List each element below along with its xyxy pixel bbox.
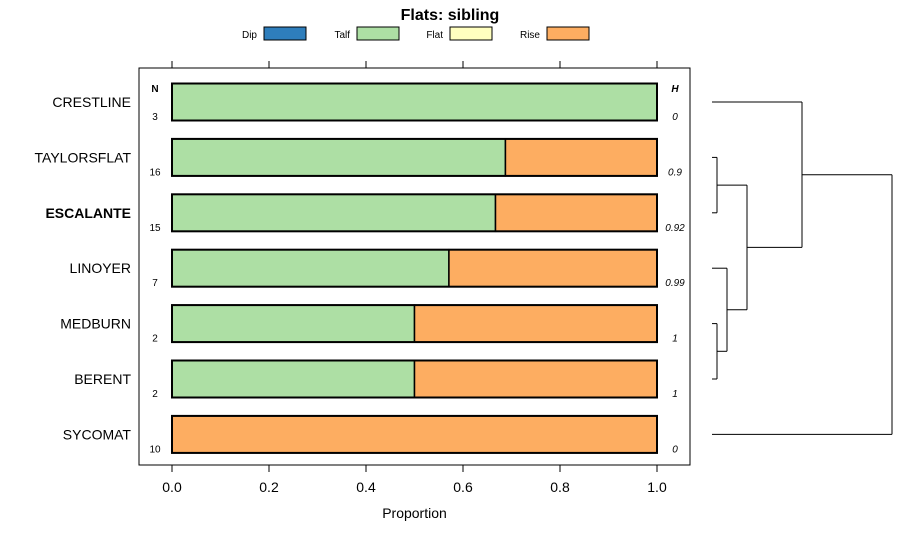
x-axis: 0.0 0.2 0.4 0.6 0.8 1.0 [162, 61, 667, 495]
x-tick-label-1: 0.2 [259, 479, 279, 495]
category-label-crestline: CRESTLINE [52, 94, 131, 110]
h-value-medburn: 1 [672, 334, 678, 345]
bar-outline-linoyer [171, 248, 658, 288]
category-label-sycomat: SYCOMAT [63, 426, 132, 442]
category-label-berent: BERENT [74, 371, 131, 387]
x-tick-label-4: 0.8 [550, 479, 570, 495]
dendrogram [712, 101, 893, 435]
bar-outline-escalante [171, 193, 658, 233]
bar-escalante-rise [494, 193, 658, 233]
x-axis-title: Proportion [382, 505, 447, 521]
n-value-escalante: 15 [149, 223, 161, 234]
bar-medburn-talf [171, 304, 416, 343]
bar-linoyer-rise [448, 248, 658, 288]
bar-escalante-talf [171, 193, 497, 233]
bars-group: CRESTLINE 3 0 TAYLORSFLAT 16 0.9 ESCALANTE 15 0.… [35, 82, 685, 455]
category-label-medburn: MEDBURN [60, 316, 131, 332]
bar-berent-talf [171, 359, 416, 399]
bar-taylorsflat-talf [171, 138, 507, 177]
n-value-berent: 2 [152, 389, 158, 400]
bar-outline-berent [171, 359, 658, 399]
h-value-sycomat: 0 [672, 444, 678, 455]
bar-taylorsflat-rise [504, 138, 658, 177]
legend-swatch-flat [449, 26, 493, 41]
h-column-header: H [671, 84, 679, 95]
legend-label-talf: Talf [334, 30, 350, 41]
chart-title: Flats: sibling [401, 7, 500, 24]
x-tick-label-2: 0.4 [356, 479, 376, 495]
legend: Dip Talf Flat Rise [242, 26, 590, 41]
legend-label-flat: Flat [426, 30, 443, 41]
n-column-header: N [151, 84, 158, 95]
h-value-linoyer: 0.99 [665, 278, 685, 289]
h-value-taylorsflat: 0.9 [668, 167, 682, 178]
h-value-berent: 1 [672, 389, 678, 400]
legend-label-dip: Dip [242, 30, 257, 41]
n-value-linoyer: 7 [152, 278, 158, 289]
bar-linoyer-talf [171, 248, 450, 288]
n-value-taylorsflat: 16 [149, 167, 161, 178]
legend-swatch-rise [546, 26, 590, 41]
legend-swatch-dip [263, 26, 307, 41]
x-tick-label-0: 0.0 [162, 479, 182, 495]
bar-sycomat-rise [171, 415, 658, 454]
category-label-escalante: ESCALANTE [45, 205, 131, 221]
bar-medburn-rise [413, 304, 658, 343]
x-tick-label-3: 0.6 [453, 479, 473, 495]
legend-swatch-talf [356, 26, 400, 41]
category-label-linoyer: LINOYER [70, 260, 131, 276]
h-value-crestline: 0 [672, 112, 678, 123]
legend-label-rise: Rise [520, 30, 540, 41]
bar-outline-taylorsflat [171, 137, 658, 177]
x-tick-label-5: 1.0 [647, 479, 667, 495]
bar-berent-rise [413, 359, 658, 399]
bar-crestline-talf [171, 82, 658, 122]
n-value-sycomat: 10 [149, 444, 161, 455]
plot-frame [138, 67, 691, 466]
bar-outline-medburn [171, 304, 658, 344]
bar-outline-sycomat [171, 414, 658, 454]
n-value-crestline: 3 [152, 112, 158, 123]
n-value-medburn: 2 [152, 334, 158, 345]
bar-outline-crestline [171, 82, 658, 122]
category-label-taylorsflat: TAYLORSFLAT [35, 149, 132, 165]
h-value-escalante: 0.92 [665, 223, 685, 234]
